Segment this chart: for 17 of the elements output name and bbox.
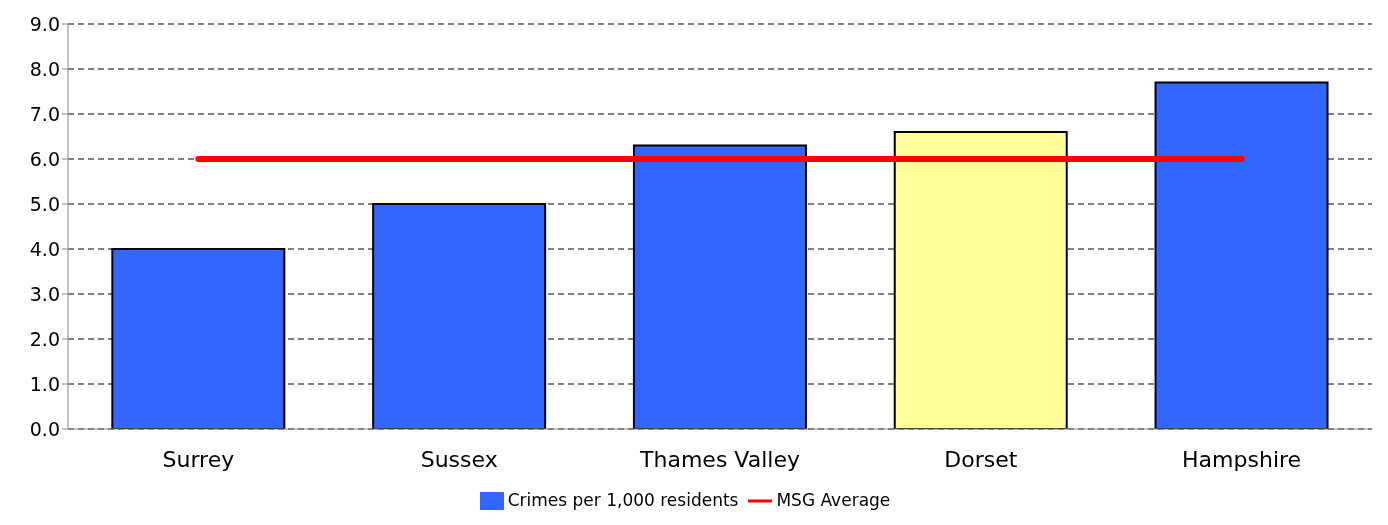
y-tick-label: 5.0 xyxy=(29,192,60,215)
legend-label: MSG Average xyxy=(776,490,891,510)
y-tick-label: 8.0 xyxy=(29,57,60,80)
x-tick-label: Sussex xyxy=(420,446,498,472)
y-tick-label: 9.0 xyxy=(29,12,60,35)
x-tick-label: Hampshire xyxy=(1182,446,1302,472)
x-tick-label: Dorset xyxy=(944,446,1018,472)
y-tick-label: 2.0 xyxy=(29,327,60,350)
x-tick-label: Thames Valley xyxy=(639,446,800,472)
x-tick-label: Surrey xyxy=(162,446,235,472)
y-tick-label: 0.0 xyxy=(29,417,60,440)
legend-label: Crimes per 1,000 residents xyxy=(507,490,739,510)
y-tick-label: 3.0 xyxy=(29,282,60,305)
y-tick-label: 6.0 xyxy=(29,147,60,170)
y-tick-label: 4.0 xyxy=(29,237,60,260)
y-tick-label: 1.0 xyxy=(29,372,60,395)
y-tick-label: 7.0 xyxy=(29,102,60,125)
